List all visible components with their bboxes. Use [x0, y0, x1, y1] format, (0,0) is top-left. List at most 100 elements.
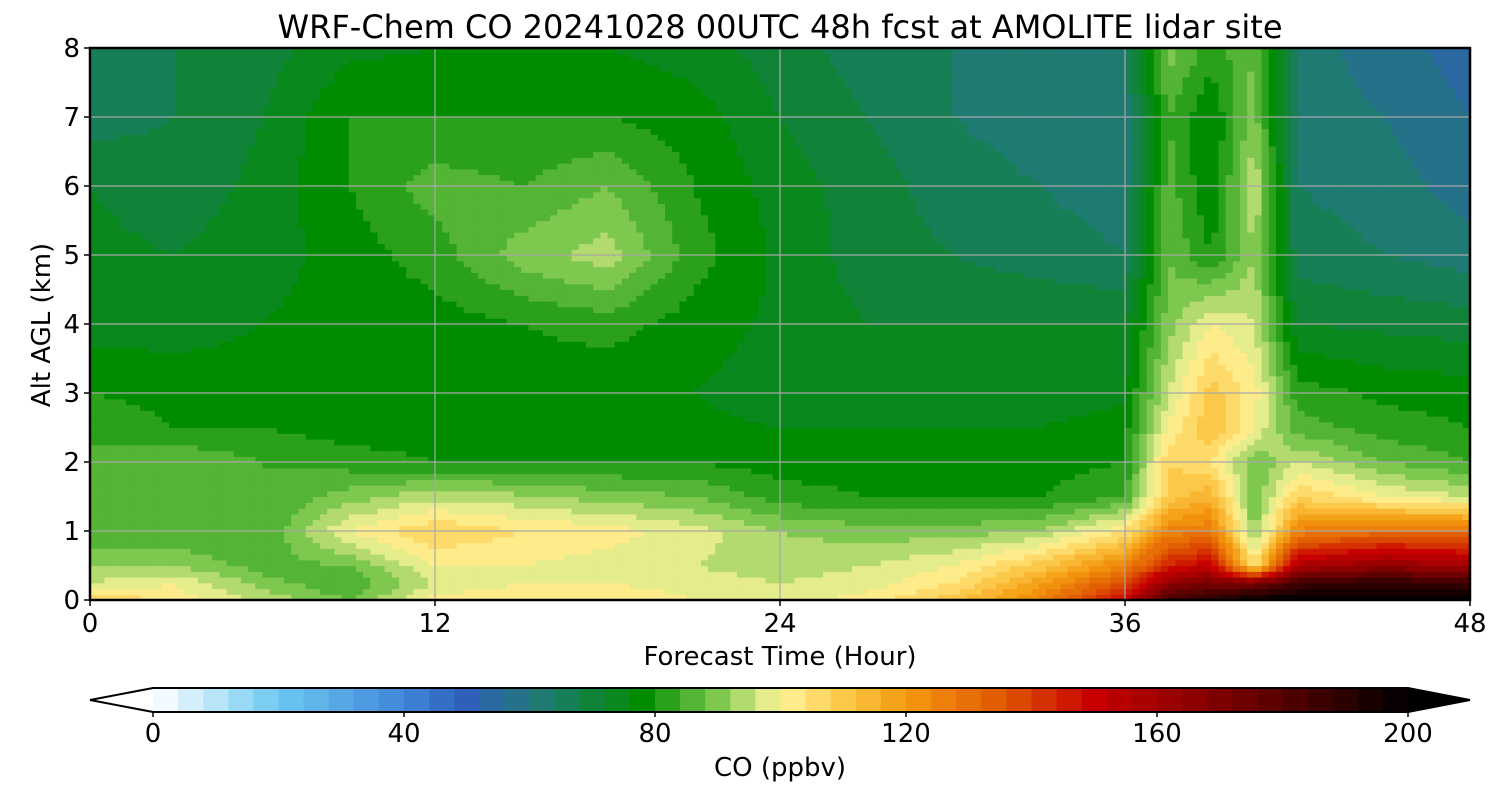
heatmap-cell	[952, 531, 961, 538]
heatmap-cell	[700, 548, 709, 555]
heatmap-cell	[988, 496, 997, 503]
heatmap-cell	[1168, 462, 1176, 469]
heatmap-cell	[585, 582, 594, 590]
heatmap-cell	[1355, 479, 1363, 486]
heatmap-cell	[887, 536, 896, 544]
heatmap-cell	[830, 467, 839, 475]
heatmap-cell	[765, 496, 774, 503]
heatmap-cell	[571, 559, 580, 567]
heatmap-cell	[1355, 531, 1363, 538]
heatmap-cell	[930, 577, 939, 584]
heatmap-cell	[1398, 502, 1406, 509]
heatmap-cell	[938, 473, 946, 480]
heatmap-cell	[97, 496, 105, 503]
heatmap-cell	[528, 473, 537, 480]
heatmap-cell	[435, 588, 443, 595]
heatmap-cell	[1089, 473, 1097, 480]
heatmap-cell	[1096, 565, 1105, 572]
heatmap-cell	[916, 496, 925, 503]
heatmap-cell	[1232, 490, 1241, 498]
heatmap-cell	[1232, 531, 1241, 538]
heatmap-cell	[1089, 519, 1097, 526]
heatmap-cell	[111, 536, 120, 544]
heatmap-cell	[456, 571, 465, 578]
heatmap-cell	[966, 588, 975, 595]
heatmap-cell	[542, 588, 551, 595]
heatmap-cell	[571, 565, 580, 572]
heatmap-cell	[391, 577, 400, 584]
heatmap-cell	[1038, 577, 1047, 584]
heatmap-cell	[1146, 548, 1155, 555]
heatmap-cell	[873, 536, 882, 544]
heatmap-cell	[995, 536, 1004, 544]
heatmap-cell	[823, 565, 831, 572]
heatmap-cell	[1031, 582, 1040, 590]
heatmap-cell	[1103, 531, 1112, 538]
heatmap-cell	[111, 542, 120, 549]
heatmap-cell	[715, 577, 724, 584]
heatmap-cell	[909, 582, 918, 590]
heatmap-cell	[104, 462, 113, 469]
heatmap-cell	[1002, 582, 1011, 590]
heatmap-cell	[298, 571, 307, 578]
heatmap-cell	[902, 496, 910, 503]
heatmap-cell	[284, 513, 292, 521]
heatmap-cell	[1434, 542, 1442, 549]
heatmap-cell	[312, 490, 321, 498]
heatmap-cell	[585, 508, 594, 515]
heatmap-cell	[140, 531, 149, 538]
heatmap-cell	[844, 536, 853, 544]
heatmap-cell	[478, 508, 486, 515]
heatmap-cell	[1304, 531, 1313, 538]
heatmap-cell	[837, 519, 846, 526]
heatmap-cell	[248, 473, 256, 480]
heatmap-cell	[823, 479, 831, 486]
heatmap-cell	[320, 519, 328, 526]
heatmap-cell	[909, 542, 918, 549]
heatmap-cell	[585, 548, 594, 555]
heatmap-cell	[197, 548, 206, 555]
heatmap-cell	[966, 531, 975, 538]
heatmap-cell	[1053, 462, 1061, 469]
heatmap-cell	[729, 496, 738, 503]
heatmap-cell	[787, 554, 795, 561]
heatmap-cell	[183, 519, 192, 526]
heatmap-cell	[1297, 513, 1306, 521]
heatmap-cell	[406, 519, 415, 526]
heatmap-cell	[938, 565, 946, 572]
heatmap-cell	[463, 490, 472, 498]
heatmap-cell	[269, 559, 278, 567]
heatmap-cell	[966, 490, 975, 498]
heatmap-cell	[233, 450, 242, 457]
heatmap-cell	[470, 467, 479, 475]
heatmap-cell	[923, 519, 932, 526]
heatmap-cell	[420, 548, 429, 555]
heatmap-cell	[851, 542, 860, 549]
heatmap-cell	[212, 502, 220, 509]
heatmap-cell	[384, 571, 393, 578]
heatmap-cell	[485, 508, 494, 515]
heatmap-cell	[442, 479, 450, 486]
heatmap-cell	[384, 462, 393, 469]
heatmap-cell	[197, 490, 206, 498]
heatmap-cell	[140, 542, 149, 549]
heatmap-cell	[902, 559, 910, 567]
heatmap-cell	[722, 513, 731, 521]
heatmap-cell	[1412, 502, 1421, 509]
heatmap-cell	[1340, 467, 1349, 475]
heatmap-cell	[1060, 508, 1069, 515]
heatmap-cell	[205, 588, 213, 595]
heatmap-cell	[1225, 490, 1234, 498]
heatmap-cell	[966, 462, 975, 469]
heatmap-cell	[125, 467, 134, 475]
heatmap-cell	[1311, 571, 1320, 578]
heatmap-cell	[916, 508, 925, 515]
heatmap-cell	[629, 565, 637, 572]
heatmap-cell	[787, 479, 795, 486]
heatmap-cell	[844, 467, 853, 475]
heatmap-cell	[312, 565, 321, 572]
heatmap-cell	[391, 502, 400, 509]
heatmap-cell	[1362, 588, 1370, 595]
heatmap-cell	[284, 536, 292, 544]
heatmap-cell	[837, 508, 846, 515]
